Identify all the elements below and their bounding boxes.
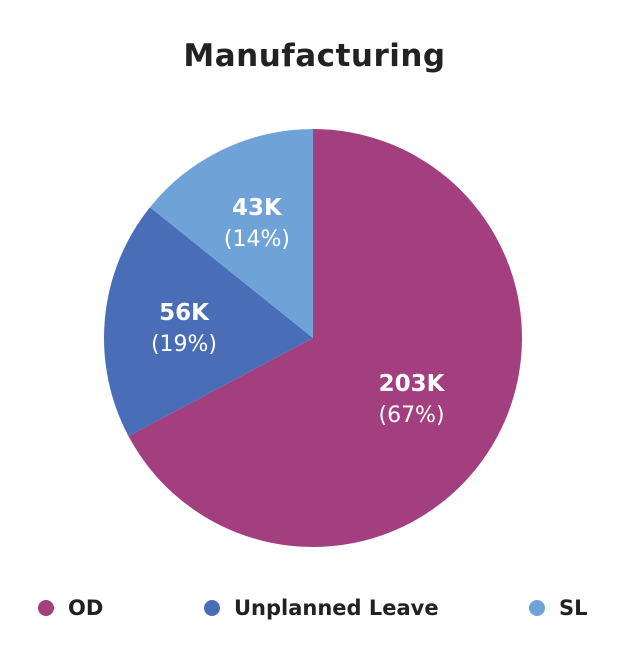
legend-swatch-unplanned-leave: [204, 600, 220, 616]
slice-percent-label-od: (67%): [378, 403, 444, 428]
legend-item-sl: SL: [529, 596, 588, 620]
slice-value-label-od: 203K: [379, 371, 446, 397]
slice-value-label-sl: 43K: [232, 195, 283, 221]
legend-label-od: OD: [68, 596, 104, 620]
legend-label-sl: SL: [559, 596, 588, 620]
chart-legend: OD Unplanned Leave SL: [0, 596, 629, 626]
chart-title: Manufacturing: [183, 38, 446, 74]
legend-item-od: OD: [38, 596, 103, 620]
slice-percent-label-unplanned-leave: (19%): [151, 332, 217, 357]
slice-percent-label-sl: (14%): [224, 227, 290, 252]
legend-swatch-od: [38, 600, 54, 616]
slice-value-label-unplanned-leave: 56K: [159, 300, 210, 326]
legend-label-unplanned-leave: Unplanned Leave: [234, 596, 439, 620]
legend-item-unplanned-leave: Unplanned Leave: [204, 596, 439, 620]
pie-slice-sl: [149, 129, 313, 338]
legend-swatch-sl: [529, 600, 545, 616]
pie-slice-unplanned-leave: [104, 207, 314, 437]
pie-slice-od: [128, 129, 522, 547]
